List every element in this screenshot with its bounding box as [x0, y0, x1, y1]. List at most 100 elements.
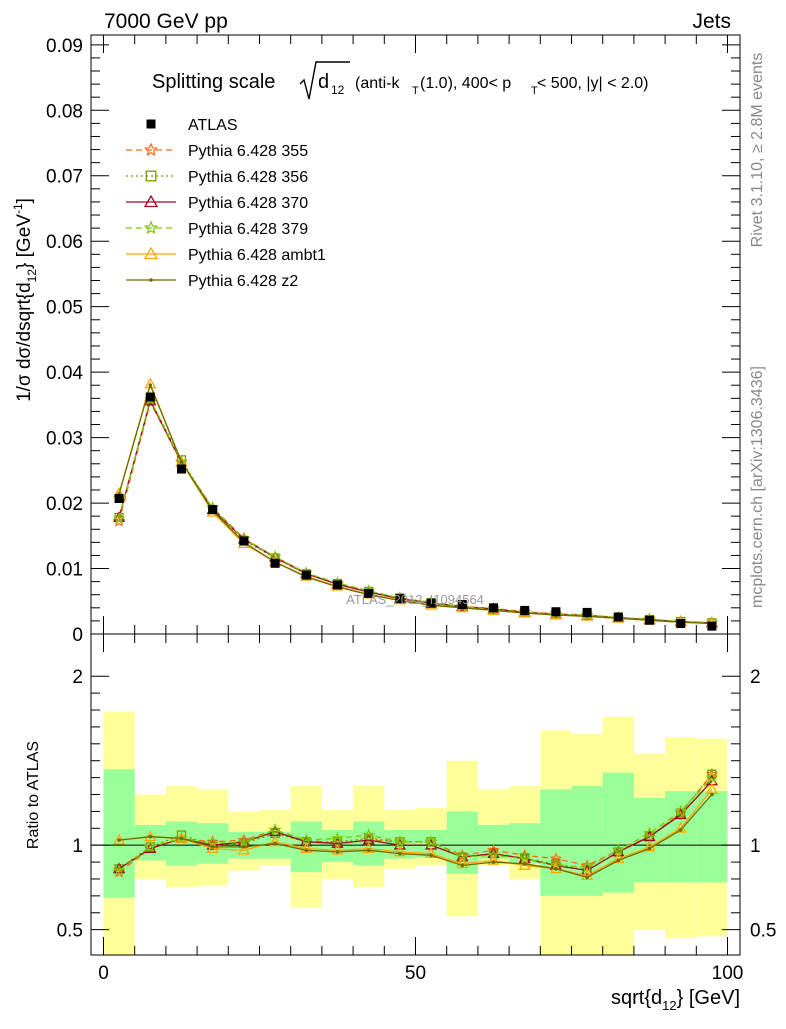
x-label-part-2: } [GeV]: [677, 987, 740, 1009]
atlas-data-point: [520, 605, 530, 615]
title-main: Splitting scale: [152, 71, 275, 93]
x-tick-label: 0: [98, 963, 109, 984]
legend-entry: ATLAS: [146, 117, 238, 134]
y-label-part-1: 1/σ dσ/dsqrt{d: [14, 282, 35, 402]
ratio-series-line: [118, 773, 713, 873]
ratio-series-point: [366, 848, 371, 853]
ratio-series-point: [678, 828, 683, 832]
atlas-data-point: [145, 392, 155, 402]
title-part-2: (1.0), 400< p: [420, 75, 511, 92]
legend-label: Pythia 6.428 z2: [188, 273, 298, 290]
ratio-series-point: [144, 830, 157, 842]
atlas-data-point: [176, 464, 186, 474]
atlas-data-point: [645, 615, 655, 625]
legend-entry: Pythia 6.428 ambt1: [126, 246, 326, 264]
y-label-sub: 12: [25, 269, 39, 283]
title-sqrt-d: d: [318, 71, 329, 93]
ratio-series-point: [487, 843, 500, 856]
svg-text:T: T: [412, 85, 419, 97]
svg-text:T: T: [531, 85, 538, 97]
ratio-series-point: [300, 842, 313, 853]
ratio-y-tick-label-right: 1: [750, 836, 761, 857]
ratio-series-line: [118, 777, 713, 872]
atlas-data-point: [489, 603, 499, 613]
ratio-series-point: [429, 853, 433, 858]
main-y-tick-label: 0.03: [46, 429, 83, 450]
legend-marker: [143, 142, 159, 157]
svg-text:12: 12: [331, 83, 345, 97]
legend-label: Pythia 6.428 370: [188, 195, 308, 212]
ratio-series-group: [112, 767, 719, 880]
x-tick-label: 100: [712, 963, 744, 984]
y-label-close: ]: [14, 198, 35, 203]
svg-text:1/σ dσ/dsqrt{d12} [GeV-1]: 1/σ dσ/dsqrt{d12} [GeV-1]: [11, 198, 39, 402]
ratio-series-point: [554, 867, 558, 871]
ratio-series-point: [210, 845, 215, 849]
ratio-series-point: [331, 843, 344, 855]
main-y-label: 1/σ dσ/dsqrt{d12} [GeV-1]: [11, 198, 39, 402]
ratio-series-point: [424, 847, 438, 859]
main-y-tick-label: 0.04: [46, 363, 83, 384]
y-label-part-2: } [GeV: [14, 214, 35, 269]
ratio-series-point: [580, 858, 594, 871]
main-y-tick-label: 0.06: [46, 232, 83, 253]
ratio-series-point: [585, 875, 589, 880]
main-series-point: [175, 455, 188, 468]
ratio-band-inner: [165, 821, 198, 866]
ratio-series-point: [612, 852, 625, 864]
main-series-point: [112, 512, 126, 525]
ratio-series-point: [117, 838, 121, 842]
main-x-ticks: [102, 35, 729, 634]
x-tick-label: 50: [405, 963, 426, 984]
legend-label: ATLAS: [188, 117, 238, 134]
ratio-series-line: [119, 794, 713, 878]
title-sub-T: T: [412, 85, 419, 97]
main-series-point: [148, 383, 153, 388]
ratio-series-point: [112, 863, 126, 876]
main-panel: 0 0.01 0.02 0.03 0.04 0.05 0.06 0.07 0.08 0.09 AT…: [11, 34, 741, 646]
legend-label: Pythia 6.428 356: [188, 169, 308, 186]
rivet-version-label: Rivet 3.1.10, ≥ 2.8M events: [749, 53, 766, 248]
main-y-tick-label: 0: [72, 625, 83, 646]
ratio-series-point: [491, 860, 496, 864]
ratio-band-inner: [696, 791, 728, 883]
main-y-ticks: 0 0.01 0.02 0.03 0.04 0.05 0.06 0.07 0.08 0.09: [46, 36, 740, 646]
ratio-series-point: [268, 823, 282, 836]
title-part-3: < 500, |y| < 2.0): [537, 75, 649, 92]
atlas-data-point: [582, 607, 592, 617]
main-series-5: [117, 383, 714, 626]
ratio-series-point: [335, 850, 340, 854]
x-axis-label: sqrt{d12} [GeV]: [611, 987, 740, 1013]
atlas-data-point: [395, 594, 405, 604]
ratio-series-point: [144, 840, 157, 853]
ratio-series-point: [487, 848, 500, 861]
atlas-data-point: [613, 612, 623, 622]
ratio-band-inner: [602, 772, 634, 893]
ratio-band-inner: [540, 789, 572, 896]
title-part-1: (anti-k: [355, 75, 400, 92]
atlas-data-point: [457, 600, 467, 610]
svg-text:(1.0), 400< p: (1.0), 400< p: [420, 75, 511, 92]
atlas-data-point: [707, 621, 717, 631]
ratio-series-point: [643, 826, 656, 839]
ratio-series-5: [117, 792, 714, 880]
ratio-series-point: [674, 804, 687, 817]
legend-entry: Pythia 6.428 356: [126, 169, 308, 186]
atlas-data-point: [551, 607, 561, 617]
atlas-data-point: [114, 493, 124, 503]
ratio-series-point: [206, 842, 219, 853]
ratio-series-point: [710, 792, 714, 797]
ratio-series-point: [580, 869, 594, 880]
ratio-series-point: [179, 836, 184, 841]
ratio-series-point: [148, 834, 153, 839]
x-label-part-1: sqrt{d: [611, 987, 662, 1009]
ratio-y-tick-label-left: 1: [72, 836, 83, 857]
main-series-4: [112, 377, 719, 628]
y-label-sup: -1: [11, 203, 25, 214]
atlas-data-group: [114, 392, 717, 631]
legend-marker: [143, 194, 159, 208]
ratio-series-point: [237, 843, 251, 855]
ratio-series-point: [616, 858, 621, 863]
ratio-series-point: [647, 846, 652, 851]
